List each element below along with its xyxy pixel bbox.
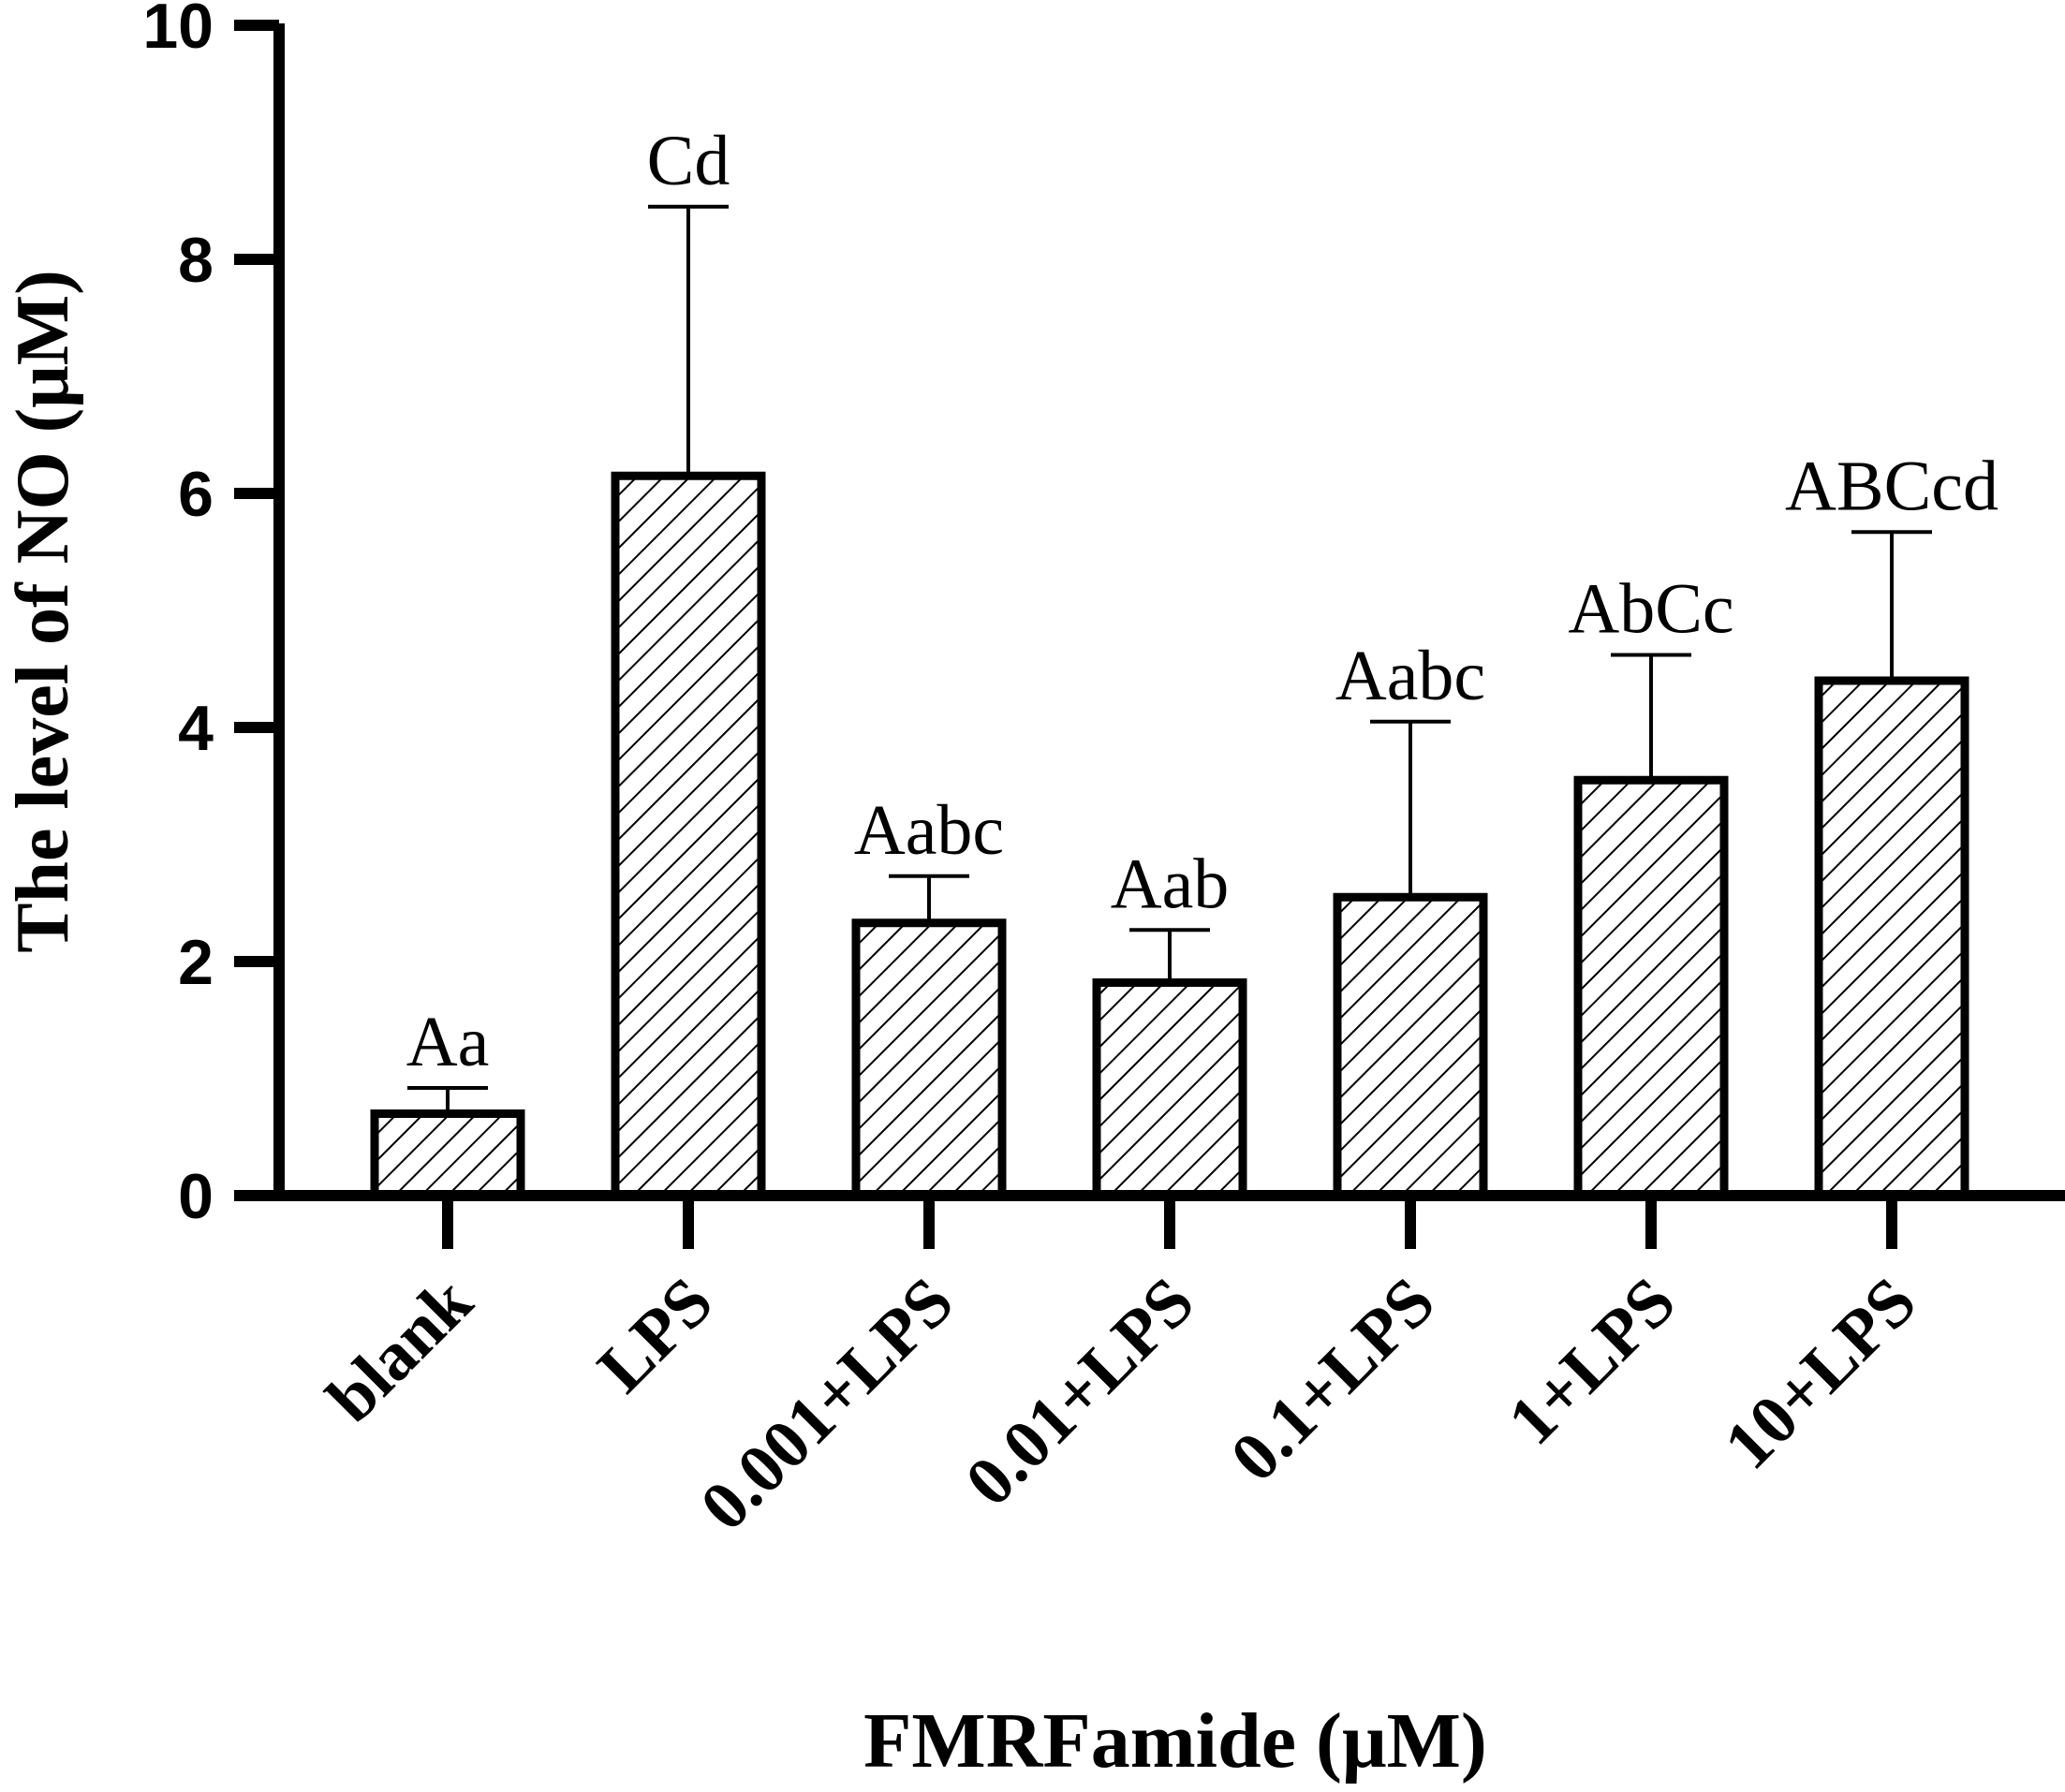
error-bar — [407, 1086, 488, 1114]
y-axis-label: The level of NO (μM) — [2, 270, 84, 953]
y-tick-label: 10 — [142, 0, 214, 62]
significance-label: Aa — [406, 1003, 490, 1081]
significance-label: ABCcd — [1785, 447, 1999, 525]
error-bar — [1370, 719, 1451, 898]
significance-labels-layer: Aa Cd Aabc Aab Aabc AbCc ABCcd — [406, 122, 1999, 1081]
x-tick-label: 0.001+LPS — [686, 1263, 969, 1546]
y-ticks-layer: 0 2 4 6 8 10 — [142, 0, 279, 1232]
significance-label: Aab — [1111, 845, 1230, 923]
significance-label: AbCc — [1568, 570, 1733, 649]
x-axis-label: FMRFamide (μM) — [863, 1697, 1487, 1785]
y-tick-label: 0 — [178, 1161, 214, 1232]
error-bar — [1851, 530, 1932, 681]
x-tick-label: LPS — [583, 1263, 728, 1407]
bar — [1092, 978, 1247, 1200]
bar — [851, 918, 1007, 1200]
x-tick-label: 0.01+LPS — [951, 1263, 1209, 1520]
error-bar — [1129, 928, 1210, 983]
y-tick-label: 4 — [178, 693, 214, 764]
error-bar — [648, 204, 729, 477]
x-tick-label: 1+LPS — [1494, 1263, 1690, 1460]
bar — [1814, 676, 1969, 1200]
x-tick-label: 10+LPS — [1710, 1263, 1931, 1484]
y-tick-label: 8 — [178, 225, 214, 296]
x-tick-label: 0.1+LPS — [1217, 1263, 1450, 1496]
x-tick-label: blank — [313, 1262, 488, 1437]
bar — [611, 471, 766, 1200]
bar — [370, 1109, 525, 1200]
error-bars-layer — [407, 204, 1932, 1114]
significance-label: Cd — [647, 122, 730, 200]
bar — [1573, 775, 1729, 1200]
y-tick-label: 2 — [178, 927, 214, 998]
significance-label: Aabc — [854, 791, 1004, 870]
significance-label: Aabc — [1335, 637, 1485, 715]
y-tick-label: 6 — [178, 459, 214, 530]
bar — [1333, 892, 1488, 1200]
error-bar — [1611, 653, 1691, 781]
error-bar — [889, 874, 969, 923]
